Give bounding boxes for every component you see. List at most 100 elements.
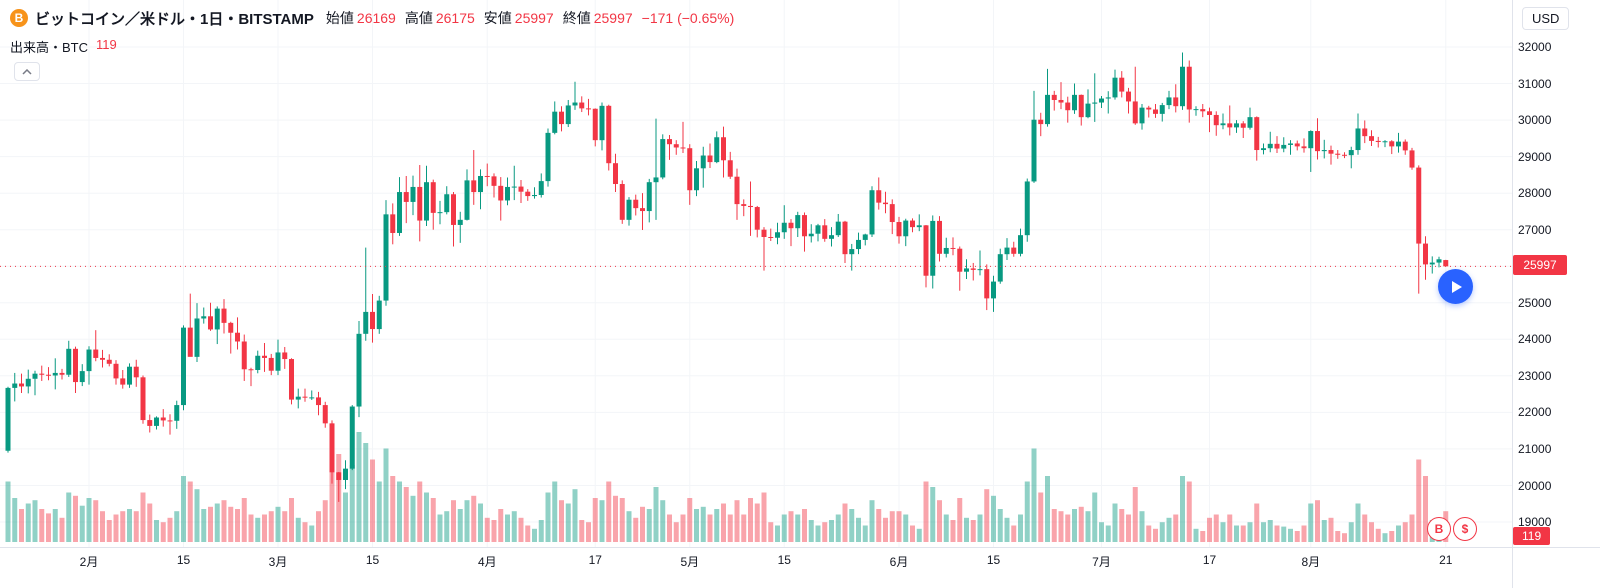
volume-bar (133, 511, 139, 542)
volume-bar (383, 448, 389, 542)
time-axis-label[interactable]: 17 (588, 553, 602, 567)
candle-body (383, 214, 389, 301)
candle-body (997, 254, 1003, 282)
legend-row-symbol: B ビットコイン／米ドル・1日・BITSTAMP 始値 26169 高値 261… (10, 6, 734, 30)
price-axis-label[interactable]: 31000 (1518, 76, 1552, 91)
price-axis-label[interactable]: 27000 (1518, 222, 1552, 237)
time-axis-label[interactable]: 15 (777, 553, 791, 567)
time-axis-label[interactable]: 8月 (1301, 555, 1321, 569)
time-axis[interactable]: 2月 15 3月 15 4月 17 5月 15 6月 15 7月 17 8月 21 (0, 551, 1512, 571)
volume-bar (1065, 514, 1071, 542)
volume-bar (754, 503, 760, 542)
time-axis-label[interactable]: 5月 (680, 555, 700, 569)
volume-bar (484, 517, 490, 542)
volume-bar (221, 500, 227, 542)
price-axis-label[interactable]: 29000 (1518, 149, 1552, 164)
volume-bar (700, 506, 706, 542)
volume-bar (120, 511, 126, 542)
time-axis-label[interactable]: 15 (365, 553, 380, 567)
candle-body (1443, 260, 1449, 267)
volume-bar (1234, 525, 1239, 542)
candle-body (1220, 123, 1226, 126)
volume-bar (768, 522, 774, 542)
price-axis-label[interactable]: 25000 (1518, 295, 1552, 310)
price-axis-label[interactable]: 21000 (1518, 441, 1552, 456)
candle-body (680, 147, 686, 149)
time-axis-label[interactable]: 3月 (268, 555, 288, 569)
volume-bar (545, 492, 551, 542)
price-axis-label[interactable]: 20000 (1518, 478, 1552, 493)
price-axis-label[interactable]: 30000 (1518, 113, 1552, 128)
candle-body (39, 373, 45, 375)
collapse-legend-button[interactable] (14, 62, 40, 81)
volume-bar (775, 525, 780, 542)
candlestick-chart[interactable] (0, 0, 1512, 588)
currency-unit-button[interactable]: USD (1522, 7, 1570, 30)
volume-bar (532, 528, 537, 542)
volume-bar (235, 509, 240, 542)
price-axis-label[interactable]: 22000 (1518, 405, 1552, 420)
price-axis[interactable]: 3200031000300002900028000270002600025000… (1518, 0, 1600, 547)
time-axis-label[interactable]: 15 (986, 553, 1001, 567)
symbol-title[interactable]: ビットコイン／米ドル・1日・BITSTAMP (35, 10, 314, 28)
candle-body (673, 144, 679, 148)
time-axis-label[interactable]: 17 (1202, 553, 1217, 567)
candle-body (761, 229, 767, 237)
time-axis-label[interactable]: 15 (176, 553, 191, 567)
time-axis-label[interactable]: 21 (1439, 553, 1453, 567)
volume-bar (1321, 520, 1327, 542)
time-axis-label[interactable]: 6月 (889, 555, 909, 569)
volume-bar (201, 509, 207, 542)
candle-body (1234, 123, 1239, 128)
time-axis-label[interactable]: 7月 (1092, 555, 1111, 569)
price-axis-label[interactable]: 24000 (1518, 332, 1552, 347)
candle-body (1423, 243, 1428, 265)
candle-body (1362, 128, 1368, 137)
volume-bar (214, 503, 220, 542)
price-axis-label[interactable]: 32000 (1518, 40, 1552, 54)
volume-bar (1092, 492, 1098, 542)
volume-bar (518, 517, 524, 542)
candle-body (1355, 128, 1361, 151)
volume-bar (147, 503, 153, 542)
candle-body (802, 215, 807, 237)
volume-bar (1247, 522, 1253, 542)
volume-bar (633, 517, 639, 542)
candle-body (916, 225, 922, 228)
volume-bar (680, 514, 686, 542)
candle-body (248, 369, 254, 371)
current-price-badge: 25997 (1513, 255, 1567, 276)
candle-body (700, 155, 706, 169)
volume-bar (997, 509, 1003, 542)
volume-bar (1193, 528, 1199, 542)
play-button[interactable] (1438, 269, 1473, 304)
candle-body (1227, 123, 1233, 128)
time-axis-label[interactable]: 2月 (79, 555, 99, 569)
candle-body (1119, 77, 1125, 92)
volume-bar (1240, 525, 1246, 542)
candle-body (302, 396, 308, 398)
price-axis-label[interactable]: 28000 (1518, 186, 1552, 201)
volume-bar (471, 495, 477, 542)
price-axis-label[interactable]: 23000 (1518, 368, 1552, 383)
candle-body (991, 281, 996, 299)
volume-bar (167, 517, 173, 542)
volume-bar (599, 500, 605, 542)
candle-body (1112, 77, 1118, 98)
candle-body (167, 420, 173, 422)
volume-bar (1301, 525, 1307, 542)
volume-bar (619, 498, 625, 542)
candle-body (599, 105, 605, 141)
time-axis-label[interactable]: 4月 (477, 555, 497, 569)
candle-body (93, 349, 99, 358)
candle-body (484, 175, 490, 177)
candle-body (721, 137, 726, 161)
candle-body (1328, 150, 1334, 154)
volume-bar (478, 503, 483, 542)
volume-bar (397, 481, 402, 542)
volume-bar (586, 522, 591, 542)
candle-body (822, 225, 828, 239)
candle-body (174, 405, 180, 421)
volume-bar (417, 481, 423, 542)
price-axis-label[interactable]: 19000 (1518, 515, 1552, 529)
